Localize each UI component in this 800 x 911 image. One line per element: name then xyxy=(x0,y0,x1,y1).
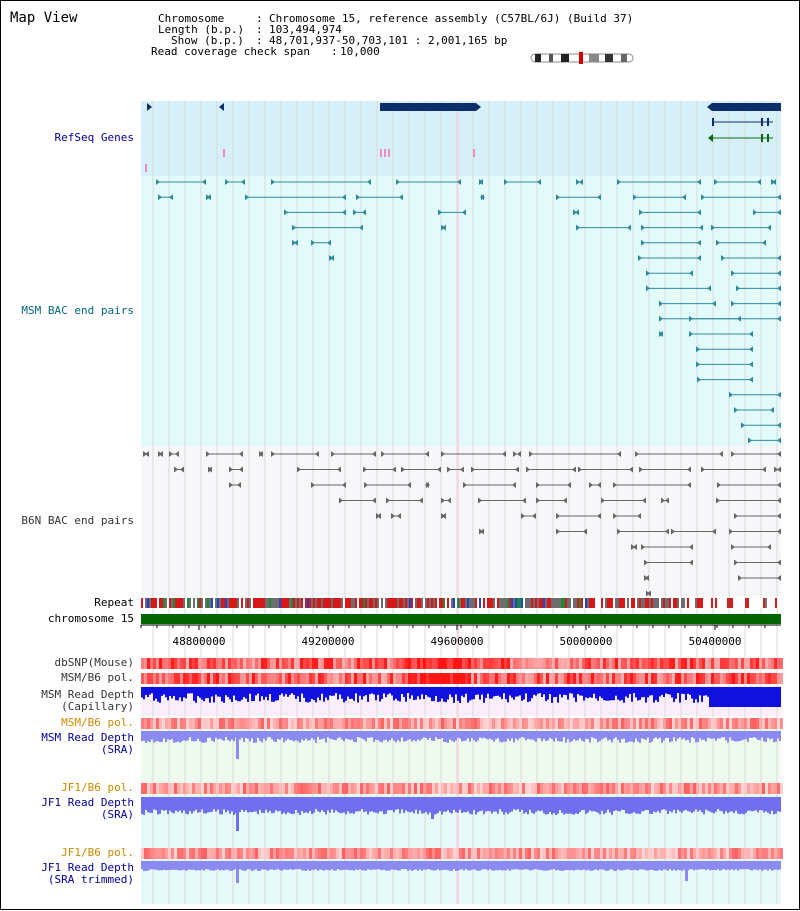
msm-bac-end-pairs[interactable] xyxy=(156,179,781,444)
msm-bac-track-bg xyxy=(141,176,781,446)
position-axis: 48800000 49200000 49600000 50000000 50400000 xyxy=(140,625,766,648)
repeat-track[interactable] xyxy=(141,598,781,608)
length-value: 103,494,974 xyxy=(269,23,342,36)
vertical-grid xyxy=(152,101,778,904)
refseq-genes-features[interactable] xyxy=(145,103,781,172)
chromosome-ideogram[interactable] xyxy=(530,52,634,64)
page-title: Map View xyxy=(10,10,78,26)
b6n-bac-track-bg xyxy=(141,446,781,596)
track-label-jf1-depth-sra-1[interactable]: JF1 Read Depth xyxy=(41,796,134,809)
track-label-dbsnp[interactable]: dbSNP(Mouse) xyxy=(54,656,134,669)
chromosome-sep: : xyxy=(256,12,263,25)
heatmap-tracks[interactable] xyxy=(141,658,783,859)
svg-text:48800000: 48800000 xyxy=(173,635,226,648)
show-sep: : xyxy=(256,34,263,47)
span-label: Read coverage check span xyxy=(151,45,310,58)
track-label-msm-bac[interactable]: MSM BAC end pairs xyxy=(21,304,134,317)
track-label-msm-depth-cap-2: (Capillary) xyxy=(61,700,134,713)
b6n-bac-end-pairs[interactable] xyxy=(143,451,781,597)
svg-text:49200000: 49200000 xyxy=(302,635,355,648)
span-sep: : xyxy=(331,45,338,58)
track-label-msm-depth-sra-2: (SRA) xyxy=(100,743,134,756)
chromosome-value: Chromosome 15, reference assembly (C57BL… xyxy=(269,12,634,25)
track-label-msm-depth-sra-1[interactable]: MSM Read Depth xyxy=(41,731,134,744)
show-label: Show (b.p.) xyxy=(171,34,244,47)
read-depth-tracks[interactable] xyxy=(141,687,781,883)
chromosome-label: Chromosome xyxy=(158,12,225,25)
svg-text:50000000: 50000000 xyxy=(560,635,613,648)
span-value: 10,000 xyxy=(340,45,380,58)
refseq-track-bg xyxy=(141,101,781,176)
track-label-jf1-b6-pol-2[interactable]: JF1/B6 pol. xyxy=(61,846,134,859)
track-label-chromosome[interactable]: chromosome 15 xyxy=(47,612,134,625)
length-sep: : xyxy=(256,23,263,36)
track-label-jf1-depth-trim-2: (SRA trimmed) xyxy=(47,873,134,886)
highlight-line xyxy=(457,101,459,904)
track-label-jf1-depth-sra-2: (SRA) xyxy=(100,808,134,821)
track-label-msm-b6-pol-1[interactable]: MSM/B6 pol. xyxy=(61,671,134,684)
track-label-msm-b6-pol-2[interactable]: MSM/B6 pol. xyxy=(61,716,134,729)
track-label-msm-depth-cap-1[interactable]: MSM Read Depth xyxy=(41,688,134,701)
track-label-refseq-genes[interactable]: RefSeq Genes xyxy=(54,131,134,144)
svg-text:50400000: 50400000 xyxy=(689,635,742,648)
show-value: 48,701,937-50,703,101 : 2,001,165 bp xyxy=(269,34,508,47)
track-label-jf1-b6-pol-1[interactable]: JF1/B6 pol. xyxy=(61,781,134,794)
chromosome-bar[interactable] xyxy=(141,614,781,624)
track-label-b6n-bac[interactable]: B6N BAC end pairs xyxy=(21,514,134,527)
track-label-repeat[interactable]: Repeat xyxy=(94,596,134,609)
length-label: Length (b.p.) xyxy=(158,23,245,36)
svg-text:49600000: 49600000 xyxy=(431,635,484,648)
track-label-jf1-depth-trim-1[interactable]: JF1 Read Depth xyxy=(41,861,134,874)
